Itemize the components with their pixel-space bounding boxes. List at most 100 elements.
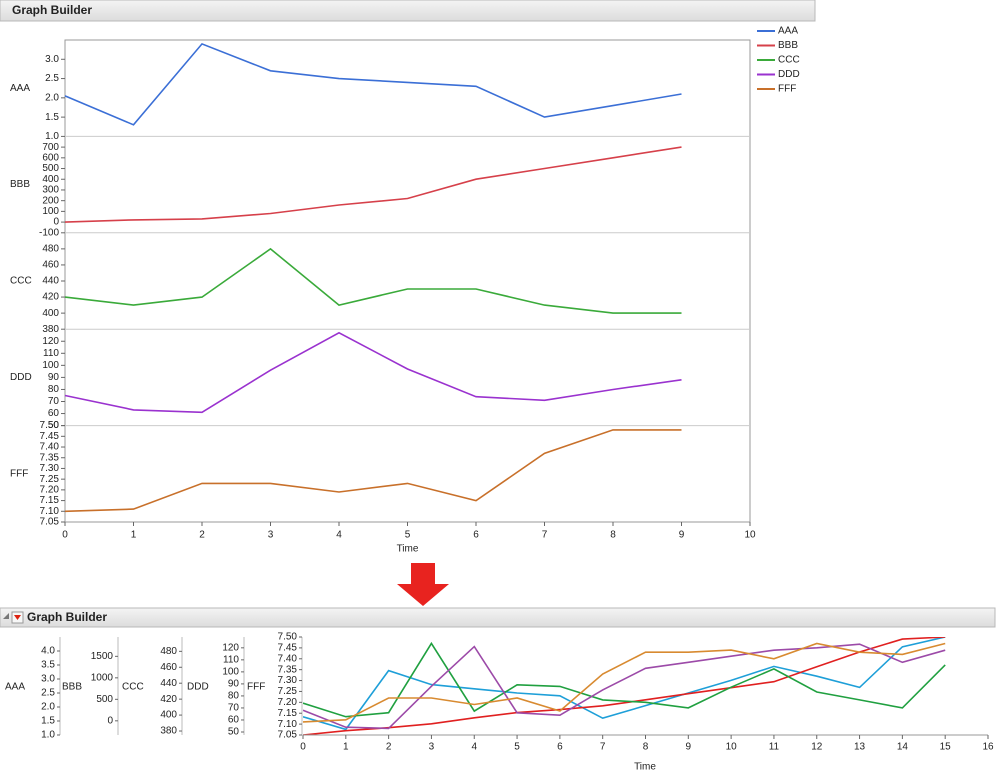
y-tick-label: 1000	[91, 672, 114, 683]
panel-label: BBB	[10, 179, 30, 190]
x-tick-label: 6	[557, 742, 563, 753]
y-tick-label: 80	[48, 384, 60, 395]
x-tick-label: 5	[405, 530, 411, 541]
y-tick-label: 500	[96, 694, 113, 705]
y-tick-label: 60	[228, 715, 240, 726]
axis-name: FFF	[247, 682, 265, 693]
header-bar	[0, 0, 816, 22]
series-line	[64, 146, 682, 223]
axis-name: CCC	[122, 682, 144, 693]
x-tick-label: 10	[726, 742, 738, 753]
y-tick-label: 2.0	[45, 92, 59, 103]
y-tick-label: 60	[48, 408, 60, 419]
y-tick-label: 1.0	[45, 131, 59, 142]
y-tick-label: 480	[42, 244, 59, 255]
y-tick-label: 120	[222, 642, 239, 653]
series-line	[303, 643, 946, 730]
y-tick-label: 420	[42, 292, 59, 303]
y-tick-label: 7.15	[40, 495, 60, 506]
series-line	[64, 429, 682, 513]
x-tick-label: 7	[600, 742, 606, 753]
y-tick-label: 0	[107, 715, 113, 726]
axis-name: DDD	[187, 682, 209, 693]
panel-label: CCC	[10, 276, 32, 287]
series-line	[64, 247, 682, 314]
x-tick-label: 8	[643, 742, 649, 753]
y-tick-label: 120	[42, 336, 59, 347]
y-tick-label: 3.0	[41, 674, 55, 685]
x-tick-label: 6	[473, 530, 479, 541]
y-tick-label: 600	[42, 152, 59, 163]
x-tick-label: 15	[940, 742, 952, 753]
x-tick-label: 7	[542, 530, 548, 541]
y-tick-label: 1.0	[41, 730, 55, 741]
x-tick-label: 12	[811, 742, 823, 753]
y-tick-label: 7.30	[278, 675, 298, 686]
arrow	[397, 563, 449, 606]
disclosure-icon[interactable]	[3, 613, 9, 619]
x-tick-label: 2	[199, 530, 205, 541]
y-tick-label: 2.5	[45, 73, 59, 84]
x-tick-label: 4	[471, 742, 477, 753]
y-tick-label: 50	[48, 420, 60, 431]
y-tick-label: 0	[53, 217, 59, 228]
y-tick-label: 7.20	[278, 697, 298, 708]
y-tick-label: 7.45	[278, 643, 298, 654]
plot-background	[245, 630, 997, 764]
y-tick-label: 460	[42, 260, 59, 271]
y-tick-label: 700	[42, 142, 59, 153]
legend-label: FFF	[778, 84, 796, 95]
y-tick-label: 380	[160, 726, 177, 737]
x-tick-label: 8	[610, 530, 616, 541]
y-tick-label: 7.05	[278, 730, 298, 741]
y-tick-label: 7.25	[40, 474, 60, 485]
x-tick-label: 1	[131, 530, 137, 541]
plot-lines	[303, 637, 946, 735]
legend-label: CCC	[778, 55, 800, 66]
x-tick-label: 3	[268, 530, 274, 541]
y-tick-label: 7.50	[278, 632, 298, 643]
y-tick-label: 7.10	[278, 719, 298, 730]
y-tick-label: 7.35	[278, 664, 298, 675]
y-tick-label: 480	[160, 646, 177, 657]
legend-label: DDD	[778, 69, 800, 80]
x-tick-label: 16	[982, 742, 994, 753]
y-tick-label: 200	[42, 195, 59, 206]
y-tick-label: 100	[42, 360, 59, 371]
series-line	[303, 641, 946, 718]
y-tick-label: 440	[160, 678, 177, 689]
x-tick-label: 0	[62, 530, 68, 541]
y-tick-label: 90	[228, 679, 240, 690]
y-tick-label: 7.50	[40, 420, 60, 431]
x-tick-label: 1	[343, 742, 349, 753]
legend-label: BBB	[778, 40, 798, 51]
x-axis-label: Time	[634, 762, 656, 773]
y-tick-label: 380	[42, 324, 59, 335]
x-axis-label: Time	[397, 544, 419, 555]
x-tick-label: 9	[686, 742, 692, 753]
x-tick-label: 5	[514, 742, 520, 753]
series-line	[64, 331, 682, 414]
y-tick-label: 420	[160, 694, 177, 705]
panel-label: AAA	[10, 83, 30, 94]
chart-title: Graph Builder	[27, 610, 107, 624]
y-tick-label: 500	[42, 163, 59, 174]
y-tick-label: 2.5	[41, 688, 55, 699]
y-tick-label: 300	[42, 185, 59, 196]
y-tick-label: 7.05	[40, 517, 60, 528]
axis-name: AAA	[5, 682, 25, 693]
y-tick-label: 110	[43, 348, 59, 359]
legend-label: AAA	[778, 26, 798, 37]
x-tick-label: 14	[897, 742, 909, 753]
y-tick-label: 7.35	[40, 452, 60, 463]
x-tick-label: 9	[679, 530, 685, 541]
y-tick-label: 400	[160, 710, 177, 721]
x-tick-label: 10	[744, 530, 756, 541]
y-tick-label: -100	[39, 227, 59, 238]
menu-icon	[14, 615, 21, 620]
y-tick-label: 1.5	[45, 112, 59, 123]
y-tick-label: 460	[160, 662, 177, 673]
y-tick-label: 3.0	[45, 54, 59, 65]
